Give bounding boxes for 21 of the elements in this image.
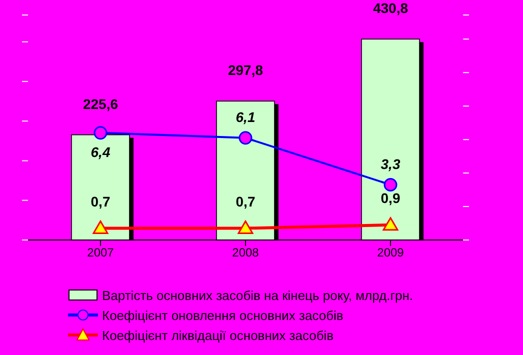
x-tick-label: 2008 [232,246,260,260]
point [92,220,108,234]
data-label: 6,4 [90,144,110,160]
point [384,178,398,192]
data-label: 3,3 [380,156,400,172]
x-tick-label: 2007 [87,246,114,260]
data-label: 0,9 [380,190,400,206]
data-label: 0,7 [236,193,256,210]
legend-label: Вартість основних засобів на кінець року, млрд.грн. [102,288,414,302]
data-label: 430,8 [372,0,408,16]
point [238,220,254,234]
legend-label: Коефіцієнт ліквідації основних засобів [102,328,334,342]
legend-label: Коефіцієнт оновлення основних засобів [102,308,344,322]
point [94,126,108,140]
point [238,131,252,145]
point [382,217,398,231]
data-label: 6,1 [236,108,256,125]
data-label: 225,6 [82,96,118,112]
data-label: 297,8 [228,62,264,78]
x-tick-label: 2009 [377,246,404,260]
data-label: 0,7 [90,193,110,210]
